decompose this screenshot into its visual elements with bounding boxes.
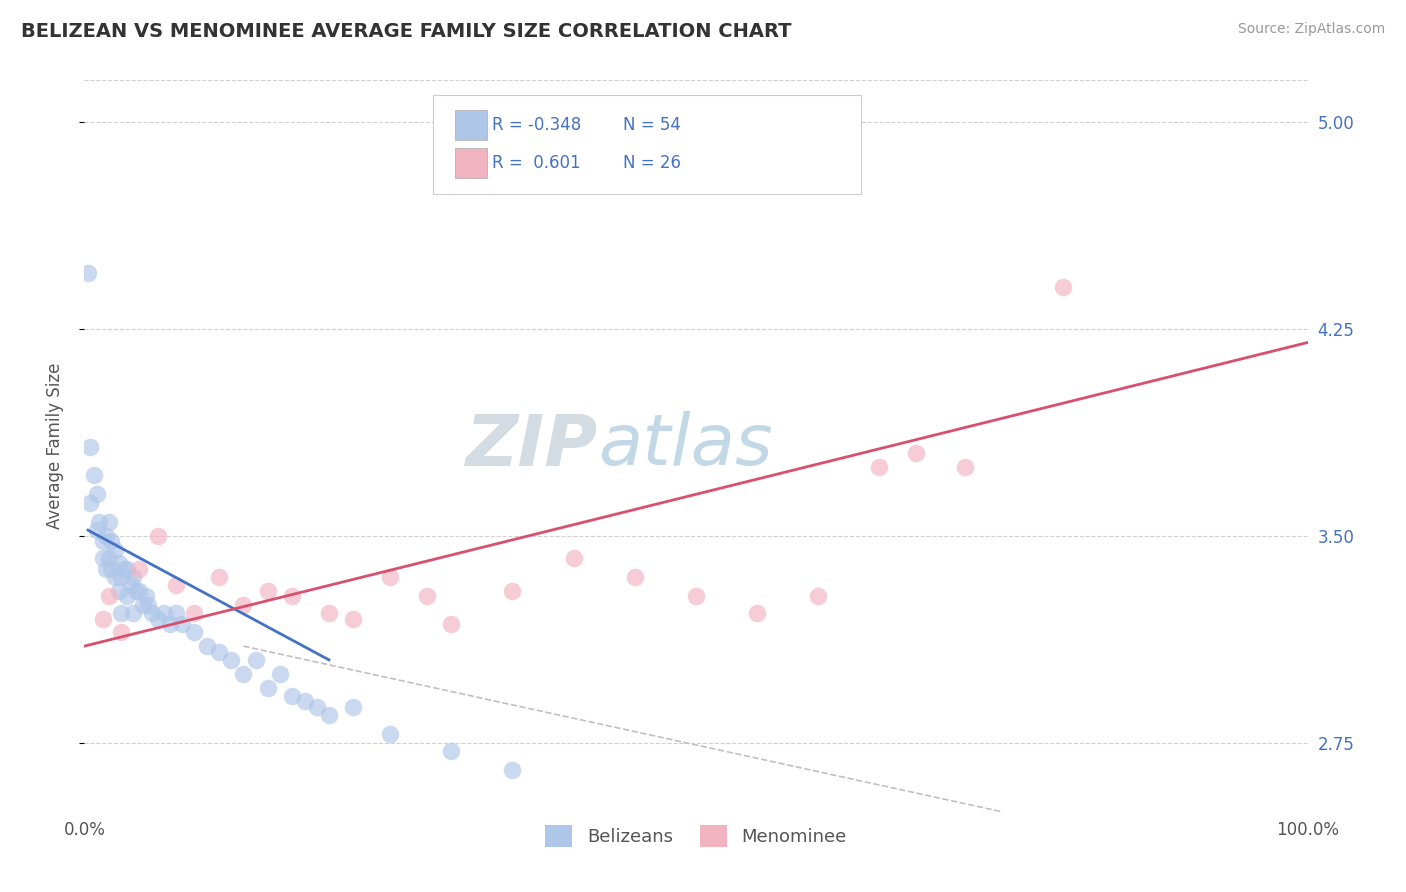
Point [294, 694, 316, 708]
FancyBboxPatch shape [433, 95, 860, 194]
Point [245, 653, 267, 667]
Point [807, 590, 830, 604]
Point [153, 606, 176, 620]
Point [120, 578, 142, 592]
Point [104, 570, 127, 584]
Point [100, 562, 122, 576]
Point [269, 666, 291, 681]
Point [502, 583, 524, 598]
Point [107, 557, 129, 571]
Point [83, 467, 105, 482]
Point [257, 583, 280, 598]
Point [132, 598, 155, 612]
Text: R =  0.601: R = 0.601 [492, 154, 581, 172]
Point [1052, 280, 1074, 294]
Point [86, 523, 108, 537]
Point [122, 570, 145, 584]
Point [305, 699, 328, 714]
Point [91, 550, 114, 565]
Point [110, 606, 132, 620]
Point [440, 617, 463, 632]
Point [208, 570, 231, 584]
Point [91, 534, 114, 549]
Point [685, 590, 707, 604]
Point [416, 590, 439, 604]
Text: ZIP: ZIP [465, 411, 598, 481]
Point [110, 625, 132, 640]
Point [183, 606, 205, 620]
Text: N = 54: N = 54 [623, 116, 681, 134]
Point [183, 625, 205, 640]
Point [195, 639, 218, 653]
Point [100, 534, 122, 549]
Y-axis label: Average Family Size: Average Family Size [45, 363, 63, 529]
Text: Source: ZipAtlas.com: Source: ZipAtlas.com [1237, 22, 1385, 37]
Point [172, 617, 194, 632]
FancyBboxPatch shape [456, 110, 486, 140]
Point [110, 570, 132, 584]
Point [562, 550, 585, 565]
Point [96, 562, 118, 576]
Point [953, 459, 976, 474]
Point [115, 562, 138, 576]
Point [208, 645, 231, 659]
Point [624, 570, 647, 584]
Point [136, 598, 159, 612]
Point [318, 708, 340, 723]
Point [79, 495, 101, 509]
Point [342, 699, 364, 714]
Point [159, 617, 181, 632]
Point [79, 441, 101, 455]
Point [257, 681, 280, 695]
Point [342, 611, 364, 625]
Point [96, 529, 118, 543]
Point [104, 542, 127, 557]
FancyBboxPatch shape [456, 147, 486, 178]
Point [146, 611, 169, 625]
Point [281, 590, 304, 604]
Point [87, 515, 110, 529]
Point [165, 578, 187, 592]
Point [112, 562, 135, 576]
Text: R = -0.348: R = -0.348 [492, 116, 581, 134]
Point [107, 583, 129, 598]
Point [165, 606, 187, 620]
Point [219, 653, 242, 667]
Point [97, 550, 120, 565]
Point [141, 606, 163, 620]
Point [128, 562, 150, 576]
Point [146, 529, 169, 543]
Point [97, 590, 120, 604]
Point [232, 598, 254, 612]
Point [86, 487, 108, 501]
Point [281, 689, 304, 703]
Point [747, 606, 769, 620]
Point [97, 515, 120, 529]
Legend: Belizeans, Menominee: Belizeans, Menominee [538, 817, 853, 854]
Text: N = 26: N = 26 [623, 154, 681, 172]
Point [869, 459, 891, 474]
Point [135, 590, 157, 604]
Point [440, 744, 463, 758]
Point [232, 666, 254, 681]
Point [91, 611, 114, 625]
Point [905, 446, 928, 460]
Point [502, 764, 524, 778]
Point [122, 606, 145, 620]
Point [77, 267, 100, 281]
Point [128, 583, 150, 598]
Point [318, 606, 340, 620]
Point [125, 583, 148, 598]
Text: BELIZEAN VS MENOMINEE AVERAGE FAMILY SIZE CORRELATION CHART: BELIZEAN VS MENOMINEE AVERAGE FAMILY SIZ… [21, 22, 792, 41]
Point [380, 727, 402, 741]
Point [115, 590, 138, 604]
Text: atlas: atlas [598, 411, 773, 481]
Point [380, 570, 402, 584]
